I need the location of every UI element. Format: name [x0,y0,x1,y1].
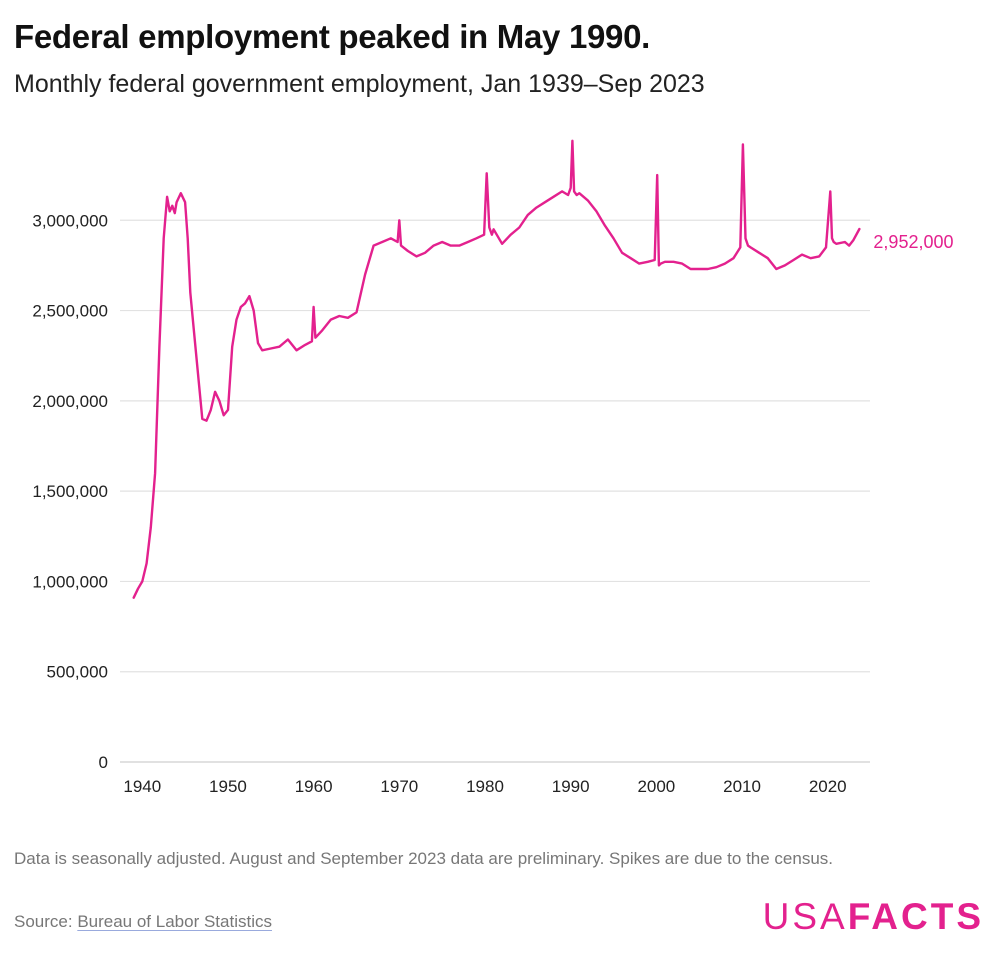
x-tick-label: 1940 [123,777,161,796]
footnote: Data is seasonally adjusted. August and … [14,849,834,868]
x-tick-label: 1960 [295,777,333,796]
y-tick-label: 2,500,000 [32,302,108,321]
end-value-label: 2,952,000 [873,232,953,252]
y-tick-label: 500,000 [47,663,108,682]
y-tick-label: 1,500,000 [32,482,108,501]
series-line [132,139,861,599]
y-tick-label: 2,000,000 [32,392,108,411]
x-tick-label: 1950 [209,777,247,796]
source-link[interactable]: Bureau of Labor Statistics [77,912,272,931]
y-tick-label: 0 [99,753,108,772]
source-line: Source: Bureau of Labor Statistics [14,912,272,932]
x-tick-label: 1990 [552,777,590,796]
x-tick-label: 2010 [723,777,761,796]
chart-subtitle: Monthly federal government employment, J… [14,70,705,98]
usafacts-logo[interactable]: USAFACTS [763,896,984,938]
y-tick-label: 1,000,000 [32,572,108,591]
source-prefix: Source: [14,912,78,931]
logo-facts: FACTS [847,896,984,937]
line-chart: 0 500,000 1,000,000 1,500,000 2,000,000 2,500… [32,139,954,796]
x-tick-label: 2000 [637,777,675,796]
x-tick-label: 1980 [466,777,504,796]
chart-title: Federal employment peaked in May 1990. [14,18,651,55]
logo-usa: USA [762,896,848,937]
x-tick-label: 1970 [380,777,418,796]
x-tick-label: 2020 [809,777,847,796]
y-tick-label: 3,000,000 [32,211,108,230]
